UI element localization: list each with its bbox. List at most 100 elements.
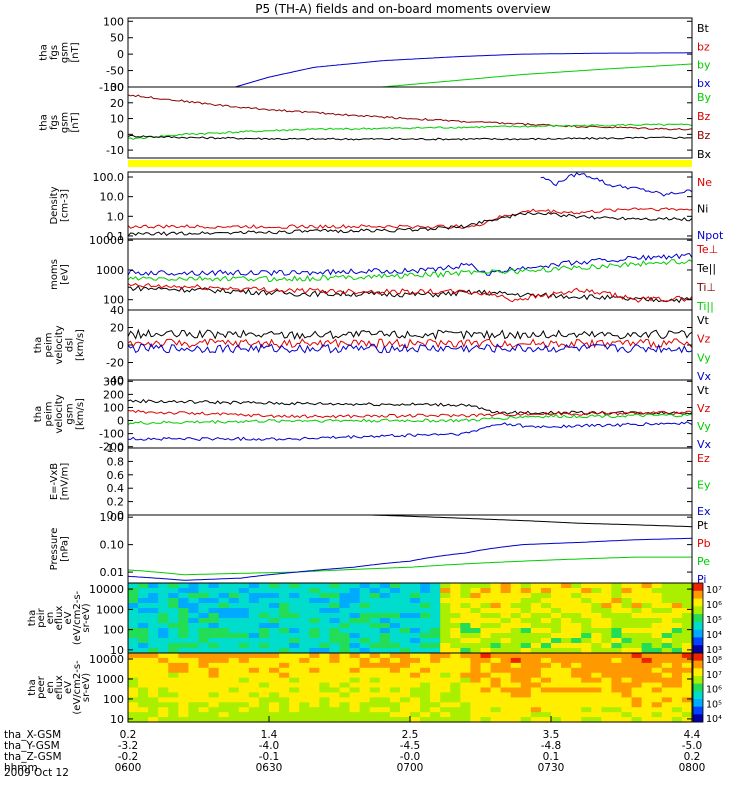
spectrogram-cell [671,643,683,649]
spectrogram-cell [480,662,492,669]
spectrogram-cell [329,677,341,684]
spectrogram-cell [349,682,361,689]
spectrogram-cell [399,618,411,624]
spectrogram-cell [530,702,542,708]
spectrogram-cell [289,677,300,684]
spectrogram-cell [490,662,502,669]
spectrogram-cell [470,667,482,674]
spectrogram-cell [661,717,673,723]
spectrogram-cell [651,702,663,708]
y-axis-label-line: tha [27,610,38,626]
spectrogram-cell [480,692,492,698]
spectrogram-cell [399,628,411,634]
spectrogram-cell [148,633,159,639]
ephemeris-value: 0630 [256,762,283,774]
spectrogram-cell [581,697,592,703]
y-axis-label-line: en [45,612,56,625]
spectrogram-cell [440,653,451,659]
spectrogram-cell [540,667,552,674]
spectrogram-cell [470,657,482,664]
spectrogram-cell [158,618,169,624]
spectrogram-cell [460,667,472,674]
series-line-Vz [127,409,693,419]
spectrogram-cell [661,633,673,639]
spectrogram-cell [420,583,431,589]
spectrogram-cell [178,687,190,694]
ephemeris-value: 4.4 [684,729,701,741]
spectrogram-cell [238,653,250,659]
spectrogram-cell [228,677,240,684]
spectrogram-cell [631,712,643,718]
spectrogram-cell [450,657,461,664]
spectrogram-cell [389,667,401,674]
colorbar-tick-label: 10⁴ [706,714,722,725]
spectrogram-cell [389,598,401,604]
spectrogram-cell [581,672,592,679]
spectrogram-cell [369,707,381,713]
spectrogram-cell [470,588,482,594]
spectrogram-cell [581,623,592,629]
colorbar-segment [693,598,703,607]
spectrogram-cell [379,613,391,619]
spectrogram-cell [490,672,502,679]
series-line-by [381,63,693,88]
spectrogram-cell [269,667,280,674]
spectrogram-cell [369,618,381,624]
spectrogram-cell [450,638,461,644]
spectrogram-cell [430,697,441,703]
spectrogram-cell [319,638,331,644]
spectrogram-cell [319,702,331,708]
spectrogram-cell [681,608,693,614]
spectrogram-cell [389,618,401,624]
spectrogram-cell [339,662,351,669]
spectrogram-cell [440,633,451,639]
spectrogram-cell [410,697,421,703]
spectrogram-cell [148,667,159,674]
spectrogram-cell [379,672,391,679]
spectrogram-cell [138,648,149,654]
spectrogram-cell [168,588,179,594]
spectrogram-cell [208,583,220,589]
spectrogram-cell [591,643,602,649]
spectrogram-cell [551,662,562,669]
spectrogram-cell [480,633,492,639]
spectrogram-cell [369,593,381,599]
spectrogram-cell [551,618,562,624]
spectrogram-cell [128,692,139,698]
spectrogram-cell [621,677,633,684]
series-line-Pe [127,556,692,576]
spectrogram-cell [671,583,683,589]
spectrogram-cell [611,608,623,614]
spectrogram-cell [460,662,472,669]
spectrogram-cell [551,623,562,629]
spectrogram-cell [681,643,693,649]
spectrogram-cell [591,613,602,619]
spectrogram-cell [440,697,451,703]
spectrogram-cell [661,613,673,619]
spectrogram-cell [631,667,643,674]
spectrogram-cell [248,633,260,639]
spectrogram-cell [440,613,451,619]
y-axis-label: moms [eV] [49,259,71,290]
spectrogram-cell [168,643,179,649]
spectrogram-cell [369,662,381,669]
spectrogram-cell [641,712,653,718]
spectrogram-cell [218,588,230,594]
spectrogram-cell [319,628,331,634]
spectrogram-cell [530,593,542,599]
spectrogram-cell [218,648,230,654]
spectrogram-cell [299,623,310,629]
spectrogram-cell [581,633,592,639]
spectrogram-cell [671,653,683,659]
panel-frame [127,309,693,381]
spectrogram-cell [228,687,240,694]
spectrogram-cell [208,692,220,698]
spectrogram-cell [611,697,623,703]
spectrogram-cell [621,583,633,589]
spectrogram-cell [540,583,552,589]
spectrogram-cell [621,692,633,698]
spectrogram-cell [248,672,260,679]
